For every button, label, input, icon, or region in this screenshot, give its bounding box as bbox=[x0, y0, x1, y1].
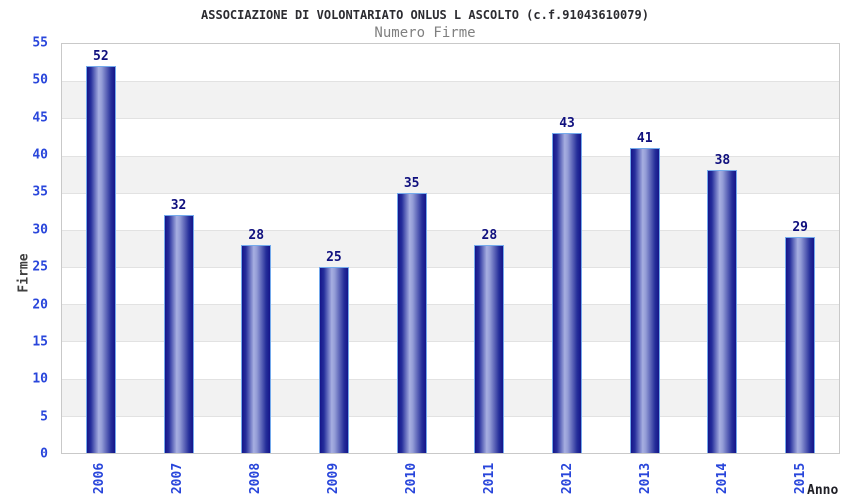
bar-value-label: 25 bbox=[326, 250, 342, 266]
bar-2007 bbox=[163, 215, 194, 453]
x-tick-label: 2011 bbox=[481, 462, 497, 494]
x-tick-label: 2014 bbox=[715, 462, 731, 494]
gridline bbox=[62, 304, 839, 306]
gridline bbox=[62, 378, 839, 380]
y-axis: 0 5 10 15 20 25 30 35 40 45 50 55 bbox=[0, 37, 48, 461]
y-tick-label: 30 bbox=[32, 222, 48, 238]
bar-value-label: 29 bbox=[792, 220, 808, 236]
x-tick-label: 2012 bbox=[559, 462, 575, 494]
x-tick-label: 2007 bbox=[170, 462, 186, 494]
bar-2014 bbox=[707, 170, 738, 453]
bar-value-label: 41 bbox=[636, 131, 653, 147]
gridline bbox=[62, 118, 839, 120]
plot-band bbox=[62, 81, 839, 119]
y-tick-label: 35 bbox=[32, 184, 48, 200]
bar-2013 bbox=[629, 148, 660, 453]
y-tick-label: 10 bbox=[32, 371, 48, 387]
y-tick-label: 40 bbox=[32, 147, 48, 163]
gridline bbox=[62, 81, 839, 83]
bar-2006 bbox=[85, 66, 116, 453]
x-tick-label: 2013 bbox=[637, 462, 653, 494]
y-tick-label: 0 bbox=[40, 446, 48, 462]
bar-value-label: 35 bbox=[403, 175, 420, 191]
gridline bbox=[62, 192, 839, 194]
bar-value-label: 28 bbox=[248, 227, 265, 243]
y-tick-label: 45 bbox=[32, 110, 48, 126]
x-tick-label: 2006 bbox=[92, 462, 108, 494]
bar-2011 bbox=[474, 244, 505, 453]
bar-2008 bbox=[241, 244, 272, 453]
gridline bbox=[62, 341, 839, 343]
bar-value-label: 38 bbox=[714, 153, 731, 169]
y-tick-label: 15 bbox=[32, 334, 48, 350]
plot-band bbox=[62, 118, 839, 156]
chart-title: ASSOCIAZIONE DI VOLONTARIATO ONLUS L ASC… bbox=[201, 8, 649, 22]
gridline bbox=[62, 415, 839, 417]
bar-value-label: 32 bbox=[170, 198, 187, 214]
x-axis-label: Anno bbox=[807, 483, 839, 498]
bar-value-label: 28 bbox=[481, 227, 498, 243]
gridline bbox=[62, 155, 839, 157]
chart-subtitle: Numero Firme bbox=[374, 25, 476, 41]
x-tick-label: 2009 bbox=[326, 462, 342, 494]
bar-2015 bbox=[785, 237, 816, 453]
bar-2010 bbox=[396, 192, 427, 453]
plot-area: 52 32 28 25 35 28 43 41 38 29 bbox=[61, 43, 840, 454]
x-tick-label: 2010 bbox=[404, 462, 420, 494]
bar-2012 bbox=[552, 133, 583, 453]
bar-2009 bbox=[318, 267, 349, 453]
bar-value-label: 52 bbox=[93, 49, 109, 65]
gridline bbox=[62, 267, 839, 269]
y-tick-label: 55 bbox=[32, 35, 48, 51]
y-tick-label: 20 bbox=[32, 297, 48, 313]
gridline bbox=[62, 229, 839, 231]
y-tick-label: 50 bbox=[32, 72, 48, 88]
bar-value-label: 43 bbox=[559, 116, 575, 132]
x-axis: 2006 2007 2008 2009 2010 2011 2012 2013 2014 2015 bbox=[61, 458, 840, 498]
plot-band bbox=[62, 44, 839, 82]
y-tick-label: 5 bbox=[40, 409, 48, 425]
x-tick-label: 2008 bbox=[248, 462, 264, 494]
y-tick-label: 25 bbox=[32, 259, 48, 275]
